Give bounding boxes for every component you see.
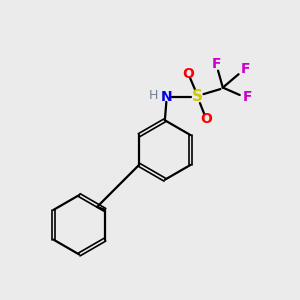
Text: F: F — [212, 57, 222, 71]
Text: S: S — [192, 89, 203, 104]
Text: O: O — [200, 112, 212, 126]
Text: F: F — [243, 89, 253, 103]
Text: F: F — [240, 62, 250, 76]
Text: N: N — [160, 89, 172, 103]
Text: H: H — [148, 88, 158, 101]
Text: O: O — [183, 67, 195, 81]
